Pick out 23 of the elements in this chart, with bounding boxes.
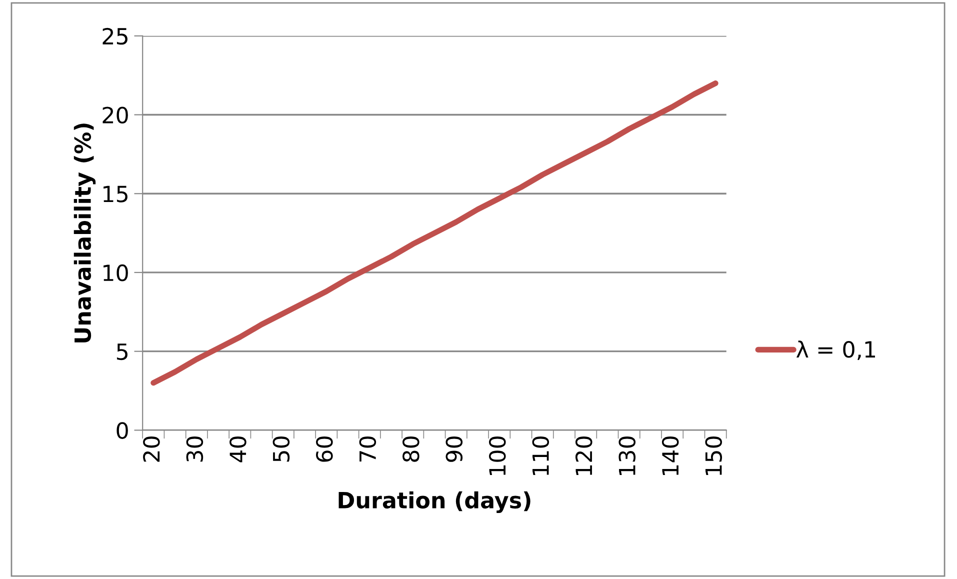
- x-tick-label: 120: [575, 436, 592, 476]
- x-tick-label: 30: [186, 436, 204, 462]
- x-tick-label: 60: [316, 436, 333, 462]
- x-tick-label: 90: [446, 436, 463, 462]
- x-tick-label: 130: [618, 436, 636, 476]
- x-tick-label: 50: [272, 436, 290, 462]
- x-tick-label: 20: [143, 436, 160, 462]
- y-tick-label: 25: [102, 28, 128, 45]
- x-tick-label: 140: [662, 436, 679, 476]
- y-tick-label: 10: [104, 264, 128, 282]
- x-tick-label: 40: [230, 436, 246, 462]
- x-tick-label: 100: [488, 436, 506, 476]
- y-tick-label: 15: [104, 186, 128, 202]
- x-tick-label: 80: [402, 436, 420, 462]
- y-tick-label: 5: [116, 344, 128, 360]
- y-axis-title: Unavailability (%): [74, 124, 96, 342]
- legend-label: λ = 0,1: [796, 340, 876, 360]
- x-axis-title: Duration (days): [338, 491, 530, 514]
- x-tick-label: 110: [532, 436, 550, 476]
- y-tick-label: 0: [116, 422, 128, 439]
- y-tick-label: 20: [102, 106, 128, 124]
- x-tick-label: 70: [359, 436, 376, 462]
- x-tick-label: 150: [705, 436, 722, 476]
